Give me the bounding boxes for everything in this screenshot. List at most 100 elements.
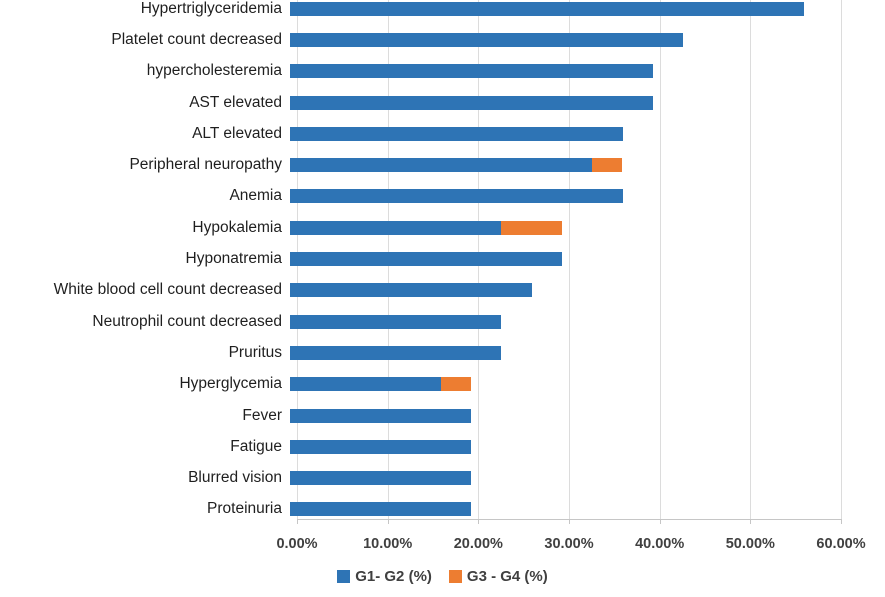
x-tick-label: 50.00% <box>725 536 775 552</box>
bar-segment-g1-g2 <box>290 189 623 204</box>
bar-segment-g3-g4 <box>441 377 472 392</box>
legend-swatch <box>448 570 462 583</box>
bar-segment-g1-g2 <box>290 377 442 392</box>
chart-row: Anemia <box>0 181 885 212</box>
category-label: hypercholesteremia <box>146 62 282 80</box>
category-label: Hypokalemia <box>192 218 282 236</box>
bar-segment-g1-g2 <box>290 95 653 110</box>
bar-track <box>290 377 834 392</box>
bar-segment-g1-g2 <box>290 126 623 141</box>
x-tick-label: 60.00% <box>816 536 866 552</box>
x-tick-label: 10.00% <box>363 536 413 552</box>
rows: Hypertriglyceridemia Platelet count decre… <box>0 0 885 525</box>
x-tick-label: 30.00% <box>544 536 594 552</box>
chart-row: hypercholesteremia <box>0 56 885 87</box>
category-label: Neutrophil count decreased <box>92 312 282 330</box>
tick-mark <box>750 519 752 524</box>
bar-track <box>290 158 834 173</box>
category-label: White blood cell count decreased <box>53 281 282 299</box>
chart-row: Blurred vision <box>0 462 885 493</box>
chart-row: Hypertriglyceridemia <box>0 0 885 24</box>
bar-track <box>290 126 834 141</box>
chart-row: ALT elevated <box>0 118 885 149</box>
bar-segment-g1-g2 <box>290 64 653 79</box>
category-label: Pruritus <box>228 343 282 361</box>
chart-row: Fever <box>0 400 885 431</box>
tick-mark <box>297 519 298 524</box>
bar-track <box>290 1 834 16</box>
bar-segment-g3-g4 <box>591 158 622 173</box>
bar-track <box>290 252 834 267</box>
category-label: Proteinuria <box>207 500 282 518</box>
bar-track <box>290 64 834 79</box>
chart-row: Neutrophil count decreased <box>0 306 885 337</box>
bar-segment-g3-g4 <box>501 220 562 235</box>
category-label: AST elevated <box>189 93 282 111</box>
category-label: Platelet count decreased <box>111 30 282 48</box>
chart-row: Hypokalemia <box>0 212 885 243</box>
chart-row: Hyponatremia <box>0 243 885 274</box>
gridline <box>841 0 842 519</box>
chart-row: Fatigue <box>0 431 885 462</box>
x-tick-label: 20.00% <box>453 536 503 552</box>
tick-mark <box>841 519 842 524</box>
tick-mark <box>569 519 570 524</box>
category-label: Hypertriglyceridemia <box>140 0 282 17</box>
gridline <box>659 0 661 519</box>
x-axis-ticks <box>297 519 842 525</box>
bar-track <box>290 189 834 204</box>
chart-row: Hyperglycemia <box>0 369 885 400</box>
bar-track <box>290 32 834 47</box>
category-label: Blurred vision <box>188 469 282 487</box>
chart-row: Proteinuria <box>0 494 885 525</box>
bar-track <box>290 95 834 110</box>
bar-segment-g1-g2 <box>290 158 592 173</box>
bar-segment-g1-g2 <box>290 345 502 360</box>
legend-label: G1- G2 (%) <box>355 568 432 585</box>
x-tick-label: 0.00% <box>276 536 318 552</box>
category-label: ALT elevated <box>192 124 282 142</box>
tick-mark <box>387 519 389 524</box>
tick-mark <box>478 519 480 524</box>
bar-track <box>290 220 834 235</box>
bar-segment-g1-g2 <box>290 283 533 298</box>
category-label: Hyperglycemia <box>179 375 282 393</box>
bar-segment-g1-g2 <box>290 220 502 235</box>
bar-track <box>290 345 834 360</box>
bar-track <box>290 283 834 298</box>
legend-item-g3-g4: G3 - G4 (%) <box>448 568 548 585</box>
bar-track <box>290 439 834 454</box>
x-axis-labels: 0.00% 10.00% 20.00% 30.00% 40.00% 50.00% 60.00… <box>276 536 865 556</box>
chart-row: AST elevated <box>0 87 885 118</box>
bar-segment-g1-g2 <box>290 32 683 47</box>
chart-row: Pruritus <box>0 337 885 368</box>
legend-item-g1-g2: G1- G2 (%) <box>337 568 432 585</box>
bar-segment-g1-g2 <box>290 1 805 16</box>
category-label: Hyponatremia <box>185 250 283 268</box>
bar-track <box>290 502 834 517</box>
bar-track <box>290 471 834 486</box>
tick-mark <box>659 519 661 524</box>
bar-track <box>290 408 834 423</box>
bar-segment-g1-g2 <box>290 408 472 423</box>
bar-segment-g1-g2 <box>290 252 562 267</box>
bar-segment-g1-g2 <box>290 439 472 454</box>
chart-row: White blood cell count decreased <box>0 275 885 306</box>
category-label: Peripheral neuropathy <box>129 156 282 174</box>
x-tick-label: 40.00% <box>635 536 685 552</box>
category-label: Fever <box>242 406 282 424</box>
legend: G1- G2 (%) G3 - G4 (%) <box>0 568 885 585</box>
bar-segment-g1-g2 <box>290 314 502 329</box>
category-label: Fatigue <box>230 437 282 455</box>
bar-segment-g1-g2 <box>290 502 472 517</box>
legend-swatch <box>337 570 351 583</box>
category-label: Anemia <box>229 187 282 205</box>
gridline <box>569 0 570 519</box>
gridline <box>750 0 752 519</box>
bar-track <box>290 314 834 329</box>
chart-row: Platelet count decreased <box>0 24 885 55</box>
legend-label: G3 - G4 (%) <box>466 568 548 585</box>
bar-segment-g1-g2 <box>290 471 472 486</box>
chart-row: Peripheral neuropathy <box>0 149 885 180</box>
